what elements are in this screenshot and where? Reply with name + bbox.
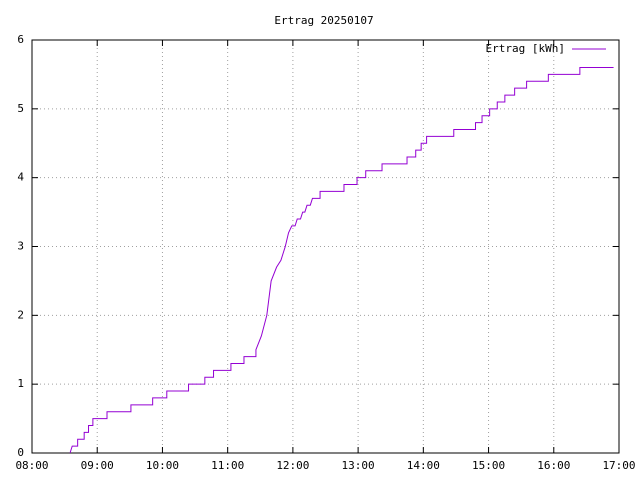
x-tick-label: 16:00	[537, 459, 570, 472]
x-tick-label: 13:00	[342, 459, 375, 472]
y-tick-label: 1	[17, 377, 24, 390]
chart-title: Ertrag 20250107	[274, 14, 373, 27]
x-tick-label: 08:00	[15, 459, 48, 472]
y-tick-label: 5	[17, 102, 24, 115]
x-tick-label: 14:00	[407, 459, 440, 472]
legend-label: Ertrag [kWh]	[486, 42, 565, 55]
y-tick-label: 0	[17, 446, 24, 459]
x-tick-label: 17:00	[602, 459, 635, 472]
y-tick-label: 4	[17, 171, 24, 184]
data-line	[69, 67, 614, 454]
x-tick-label: 15:00	[472, 459, 505, 472]
y-tick-label: 2	[17, 308, 24, 321]
x-tick-label: 09:00	[81, 459, 114, 472]
y-tick-label: 6	[17, 33, 24, 46]
plot-border	[31, 39, 620, 454]
x-tick-label: 11:00	[211, 459, 244, 472]
y-tick-label: 3	[17, 240, 24, 253]
x-tick-label: 10:00	[146, 459, 179, 472]
x-tick-label: 12:00	[276, 459, 309, 472]
